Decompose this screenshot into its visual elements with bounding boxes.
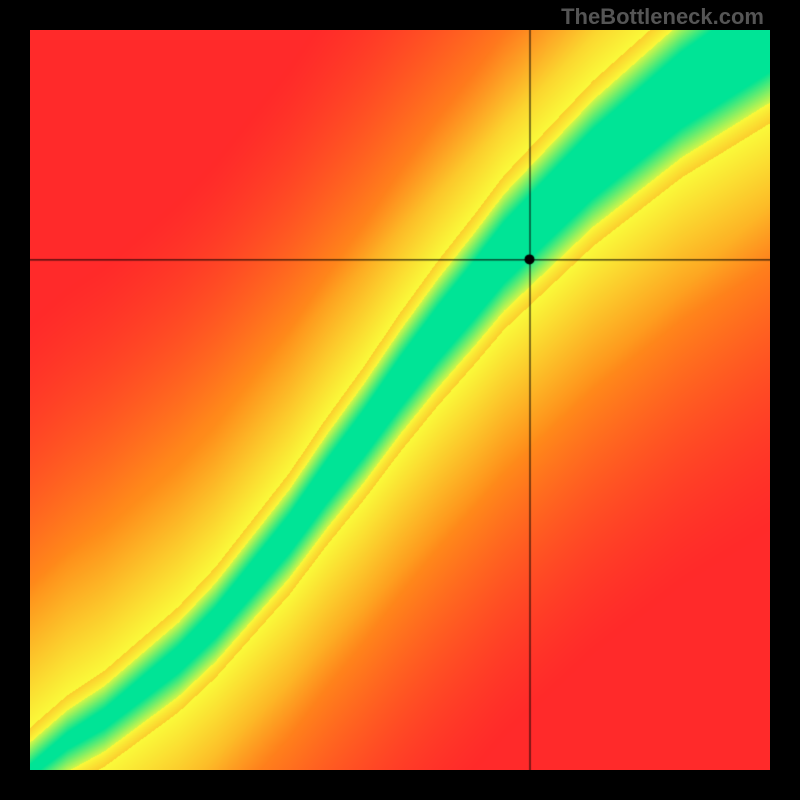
plot-area <box>30 30 770 770</box>
watermark-label: TheBottleneck.com <box>561 4 764 30</box>
heatmap-canvas <box>30 30 770 770</box>
chart-container: TheBottleneck.com <box>0 0 800 800</box>
